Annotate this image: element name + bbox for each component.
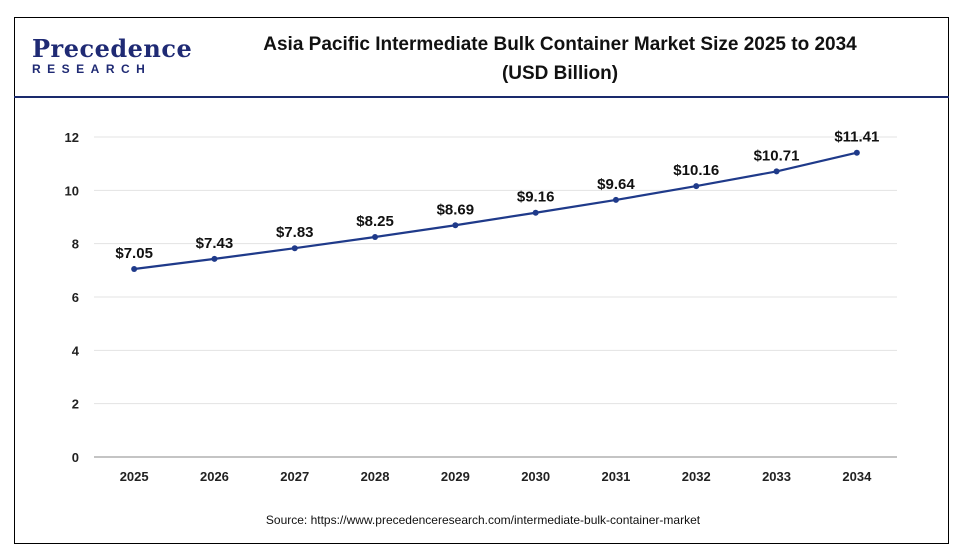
chart-title-line1: Asia Pacific Intermediate Bulk Container…: [263, 34, 857, 55]
x-tick-label: 2028: [361, 469, 390, 484]
data-point: [532, 209, 539, 216]
data-point: [773, 168, 780, 175]
brand-sub: RESEARCH: [32, 62, 152, 76]
data-point: [211, 255, 218, 262]
chart-title-line2: (USD Billion): [501, 63, 619, 84]
header-divider: [14, 96, 949, 98]
source-text: Source: https://www.precedenceresearch.c…: [265, 513, 701, 527]
y-tick-label: 0: [72, 450, 79, 465]
data-point: [693, 183, 700, 190]
data-label: $8.69: [437, 201, 475, 218]
data-point: [372, 234, 379, 240]
y-tick-label: 10: [65, 183, 79, 198]
x-tick-label: 2034: [842, 469, 872, 484]
data-point: [853, 149, 860, 156]
x-tick-label: 2027: [280, 469, 309, 484]
data-label: $7.83: [276, 224, 314, 241]
x-tick-label: 2033: [762, 469, 791, 484]
x-tick-label: 2026: [200, 469, 229, 484]
data-label: $11.41: [834, 129, 879, 146]
x-tick-label: 2032: [682, 469, 711, 484]
x-tick-label: 2025: [120, 469, 149, 484]
chart-title: Asia Pacific Intermediate Bulk Container…: [220, 30, 900, 88]
brand-name: Precedence: [32, 34, 193, 63]
y-tick-label: 2: [72, 397, 79, 412]
brand-logo: Precedence RESEARCH: [32, 34, 193, 86]
series-line: [134, 151, 858, 271]
y-tick-label: 6: [72, 290, 79, 305]
data-label: $7.05: [115, 245, 153, 262]
data-point: [612, 196, 619, 203]
data-label: $8.25: [356, 213, 394, 230]
y-tick-label: 12: [65, 130, 79, 145]
data-label: $10.16: [673, 162, 719, 179]
data-label: $9.16: [517, 189, 555, 206]
x-tick-label: 2031: [601, 469, 630, 484]
data-label: $9.64: [597, 176, 635, 193]
chart-frame: [14, 17, 949, 544]
data-label: $7.43: [196, 235, 234, 252]
data-point: [452, 222, 459, 229]
data-point: [131, 266, 138, 272]
x-tick-label: 2029: [441, 469, 470, 484]
y-tick-label: 4: [72, 343, 80, 358]
data-point: [291, 245, 298, 252]
y-tick-label: 8: [72, 237, 79, 252]
data-label: $10.71: [754, 147, 800, 164]
x-tick-label: 2030: [521, 469, 550, 484]
